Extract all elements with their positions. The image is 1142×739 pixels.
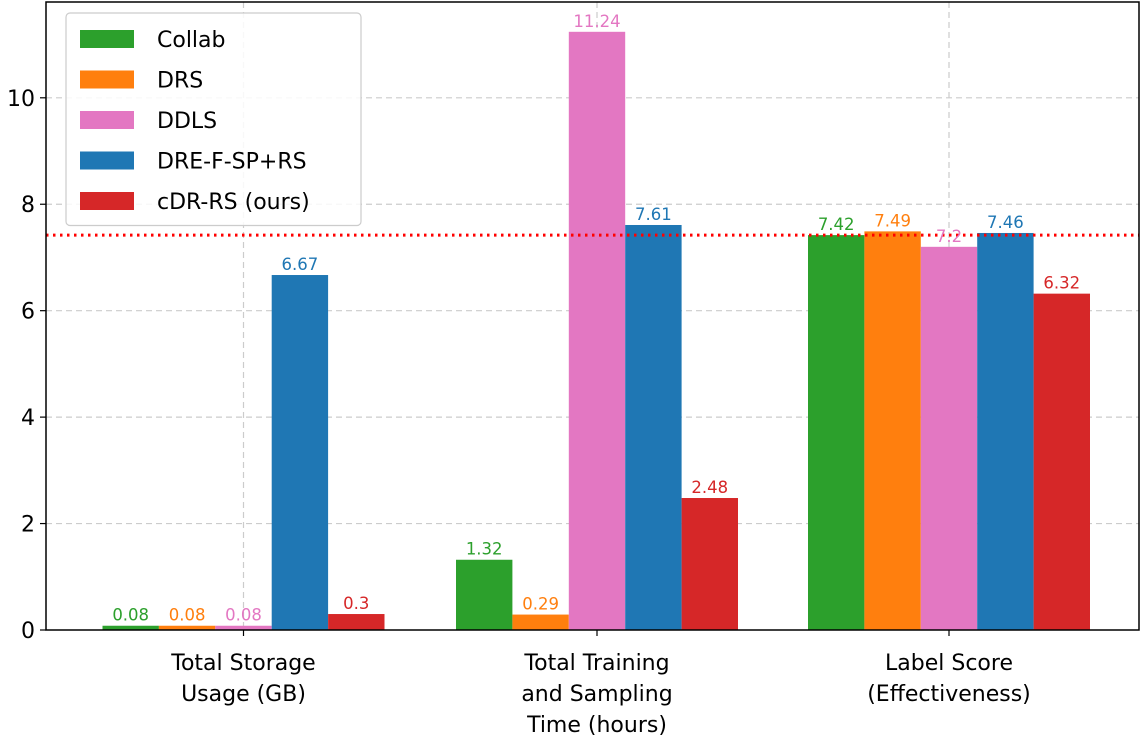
data-label: 0.29: [522, 595, 559, 614]
legend-swatch: [80, 111, 134, 129]
bar: [625, 224, 682, 630]
data-label: 6.32: [1043, 274, 1080, 293]
data-label: 11.24: [573, 12, 620, 31]
legend-label: Collab: [157, 28, 226, 53]
x-tick-label-line: Total Training: [523, 651, 669, 676]
x-tick-label-line: Total Storage: [170, 651, 315, 676]
y-tick-label: 0: [21, 619, 35, 644]
legend-swatch: [80, 192, 134, 210]
data-label: 1.32: [466, 540, 503, 559]
bar: [864, 231, 921, 631]
bar: [920, 246, 978, 631]
x-tick-label-line: Time (hours): [526, 713, 667, 738]
y-tick-label: 10: [7, 87, 35, 112]
y-tick-label: 6: [21, 300, 35, 325]
bar: [215, 625, 272, 630]
data-label: 0.08: [169, 606, 206, 625]
bar: [271, 275, 329, 630]
data-label: 7.42: [818, 215, 855, 234]
legend-label: DRE-F-SP+RS: [157, 150, 307, 175]
bar: [328, 614, 385, 630]
y-tick-label: 4: [21, 406, 35, 431]
x-tick-label-line: Usage (GB): [181, 682, 306, 707]
x-tick-label: Total Training and Sampling Time (hours): [521, 651, 672, 738]
bar: [456, 559, 513, 630]
data-label: 7.46: [987, 213, 1024, 232]
legend-label: DRS: [157, 69, 203, 94]
legend-swatch: [80, 30, 134, 48]
bars: [102, 31, 1090, 631]
data-label: 7.61: [635, 205, 672, 224]
data-label: 7.49: [874, 211, 911, 230]
bar: [681, 498, 738, 630]
bar: [977, 232, 1034, 631]
bar: [158, 625, 216, 630]
data-label: 0.08: [112, 606, 149, 625]
plot-frame: [45, 1, 1140, 631]
bar: [102, 625, 159, 630]
x-tick-label-line: (Effectiveness): [867, 682, 1031, 707]
legend: Collab DRS DDLS DRE-F-SP+RS cDR-RS (ours): [65, 12, 362, 227]
legend-label: DDLS: [157, 109, 217, 134]
data-label: 0.3: [343, 594, 369, 613]
bar: [512, 614, 569, 630]
x-tick-label: Label Score (Effectiveness): [867, 651, 1031, 707]
data-label: 7.2: [936, 227, 962, 246]
x-tick-label: Total Storage Usage (GB): [170, 651, 315, 707]
x-tick-label-line: and Sampling: [521, 682, 672, 707]
bar: [1033, 293, 1090, 630]
x-tick-label-line: Label Score: [885, 651, 1013, 676]
axes: 0 2 4 6 8 10 Total Storage Usage (GB) Total Trai…: [7, 87, 1031, 738]
legend-box: [65, 12, 362, 227]
legend-swatch: [80, 151, 134, 170]
legend-swatch: [80, 70, 134, 89]
bar: [568, 31, 626, 630]
y-tick-label: 2: [21, 513, 35, 538]
data-labels: 0.08 1.32 7.42 0.08 0.29 7.49 0.08 11.24 7.2 6.67…: [112, 12, 1080, 625]
legend-label: cDR-RS (ours): [157, 190, 310, 215]
y-tick-label: 8: [21, 193, 35, 218]
data-label: 6.67: [282, 255, 319, 274]
bar: [808, 235, 865, 630]
data-label: 2.48: [691, 478, 728, 497]
data-label: 0.08: [225, 606, 262, 625]
